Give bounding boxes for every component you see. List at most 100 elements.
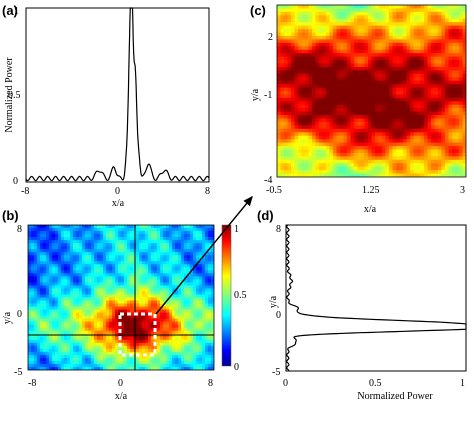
- b-heat-cell: [67, 336, 71, 341]
- b-heat-cell: [31, 306, 35, 310]
- c-heat-cell: [329, 121, 334, 126]
- b-heat-cell: [100, 351, 104, 356]
- b-heat-cell: [61, 291, 65, 295]
- b-heat-cell: [79, 309, 83, 313]
- c-heat-cell: [305, 108, 309, 113]
- b-heat-cell: [151, 228, 155, 232]
- c-heat-cell: [347, 29, 351, 33]
- b-heat-cell: [91, 249, 95, 253]
- c-heat-cell: [319, 29, 323, 33]
- c-heat-cell: [438, 84, 442, 88]
- b-heat-cell: [205, 321, 209, 326]
- b-heat-cell: [124, 240, 128, 244]
- c-heat-cell: [333, 101, 337, 106]
- c-heat-cell: [431, 87, 435, 92]
- b-heat-cell: [181, 255, 185, 259]
- b-heat-cell: [64, 273, 68, 277]
- c-heat-cell: [312, 101, 316, 106]
- b-heat-cell: [172, 348, 176, 353]
- c-heat-cell: [368, 63, 372, 68]
- b-heat-cell: [163, 228, 167, 232]
- b-heat-cell: [163, 231, 167, 235]
- b-heat-cell: [115, 258, 119, 262]
- c-heat-cell: [420, 94, 425, 99]
- b-heat-cell: [67, 357, 71, 362]
- c-heat-cell: [284, 128, 288, 133]
- b-heat-cell: [73, 327, 77, 332]
- c-heat-cell: [354, 80, 358, 85]
- b-heat-cell: [94, 273, 98, 277]
- c-heat-cell: [329, 80, 334, 85]
- b-heat-cell: [115, 321, 119, 326]
- c-heat-cell: [385, 46, 390, 51]
- b-heat-cell: [208, 294, 212, 298]
- b-heat-cell: [91, 240, 95, 244]
- c-heat-cell: [301, 5, 306, 9]
- b-heat-cell: [97, 330, 101, 335]
- b-heat-cell: [160, 327, 164, 332]
- c-heat-cell: [382, 70, 386, 75]
- b-heat-cell: [190, 231, 194, 235]
- b-heat-cell: [139, 291, 143, 295]
- c-heat-cell: [294, 84, 299, 88]
- b-heat-cell: [58, 336, 62, 341]
- c-heat-cell: [420, 87, 425, 92]
- c-heat-cell: [382, 118, 386, 123]
- b-heat-cell: [142, 300, 146, 304]
- c-heat-cell: [298, 8, 302, 13]
- c-heat-cell: [445, 15, 449, 20]
- c-heat-cell: [312, 115, 316, 119]
- b-heat-cell: [37, 264, 41, 268]
- c-heat-cell: [427, 73, 432, 78]
- b-heat-cell: [157, 312, 161, 317]
- c-heat-cell: [361, 8, 365, 13]
- c-heat-cell: [445, 32, 449, 37]
- b-heat-cell: [37, 366, 41, 370]
- b-heat-cell: [82, 360, 86, 365]
- b-heat-cell: [190, 354, 194, 359]
- c-heat-cell: [329, 73, 334, 78]
- c-heat-cell: [462, 94, 466, 99]
- c-heat-cell: [438, 87, 442, 92]
- b-heat-cell: [31, 336, 35, 341]
- b-heat-cell: [67, 348, 71, 353]
- b-heat-cell: [88, 261, 92, 265]
- c-heat-cell: [438, 104, 442, 109]
- b-heat-cell: [211, 348, 214, 353]
- b-heat-cell: [67, 345, 71, 350]
- b-heat-cell: [121, 318, 125, 323]
- b-heat-cell: [145, 228, 149, 232]
- b-heat-cell: [181, 348, 185, 353]
- b-heat-cell: [37, 243, 41, 247]
- c-heat-cell: [378, 94, 383, 99]
- b-heat-cell: [115, 285, 119, 289]
- c-heat-cell: [315, 128, 320, 133]
- b-heat-cell: [82, 249, 86, 253]
- c-heat-cell: [287, 15, 292, 20]
- b-heat-cell: [109, 246, 113, 250]
- b-heat-cell: [115, 315, 119, 320]
- c-heat-cell: [294, 53, 299, 57]
- b-heat-cell: [31, 357, 35, 362]
- b-heat-cell: [148, 351, 152, 356]
- b-heat-cell: [193, 243, 197, 247]
- c-heat-cell: [452, 84, 456, 88]
- c-heat-cell: [406, 53, 411, 57]
- b-heat-cell: [121, 297, 125, 301]
- b-heat-cell: [31, 345, 35, 350]
- c-heat-cell: [420, 39, 425, 44]
- c-heat-cell: [322, 63, 327, 68]
- b-heat-cell: [160, 225, 164, 229]
- c-heat-cell: [378, 101, 383, 106]
- b-heat-cell: [181, 246, 185, 250]
- c-heat-cell: [364, 118, 369, 123]
- c-heat-cell: [287, 87, 292, 92]
- c-heat-cell: [434, 66, 439, 71]
- c-heat-cell: [417, 77, 421, 82]
- c-heat-cell: [389, 128, 393, 133]
- c-heat-cell: [389, 125, 393, 130]
- c-heat-cell: [333, 118, 337, 123]
- b-heat-cell: [43, 309, 47, 313]
- c-heat-cell: [326, 84, 330, 88]
- b-heat-cell: [196, 291, 200, 295]
